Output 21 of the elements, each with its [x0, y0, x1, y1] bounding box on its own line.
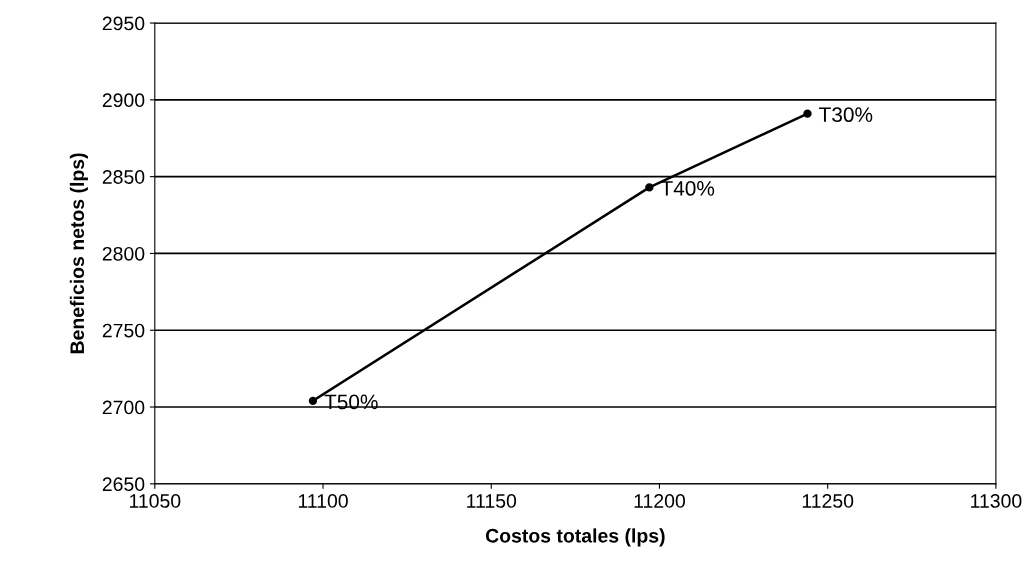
y-tick-label: 2800 — [102, 246, 145, 261]
x-tick-label: 11050 — [129, 494, 181, 508]
x-tick-label: 11300 — [971, 494, 1022, 508]
y-tick-label: 2700 — [102, 400, 145, 415]
x-tick-label: 11250 — [802, 494, 854, 508]
y-tick-label: 2900 — [102, 93, 145, 108]
x-tick-label: 11100 — [298, 494, 348, 508]
y-axis-title: Beneficios netos (lps) — [69, 153, 88, 354]
y-tick-label: 2850 — [102, 170, 145, 184]
y-tick-label: 2750 — [102, 323, 145, 338]
y-tick-label: 2950 — [102, 16, 145, 31]
x-tick-label: 11200 — [634, 494, 686, 508]
annotation: T40% — [660, 181, 715, 196]
point — [308, 396, 318, 406]
x-tick-label: 11150 — [467, 494, 517, 508]
point — [645, 183, 654, 192]
y-tick-label: 2650 — [102, 477, 145, 492]
x-axis-title: Costos totales (lps) — [485, 528, 665, 547]
annotation: T30% — [819, 107, 873, 123]
point — [803, 109, 812, 118]
annotation: T50% — [324, 394, 378, 410]
